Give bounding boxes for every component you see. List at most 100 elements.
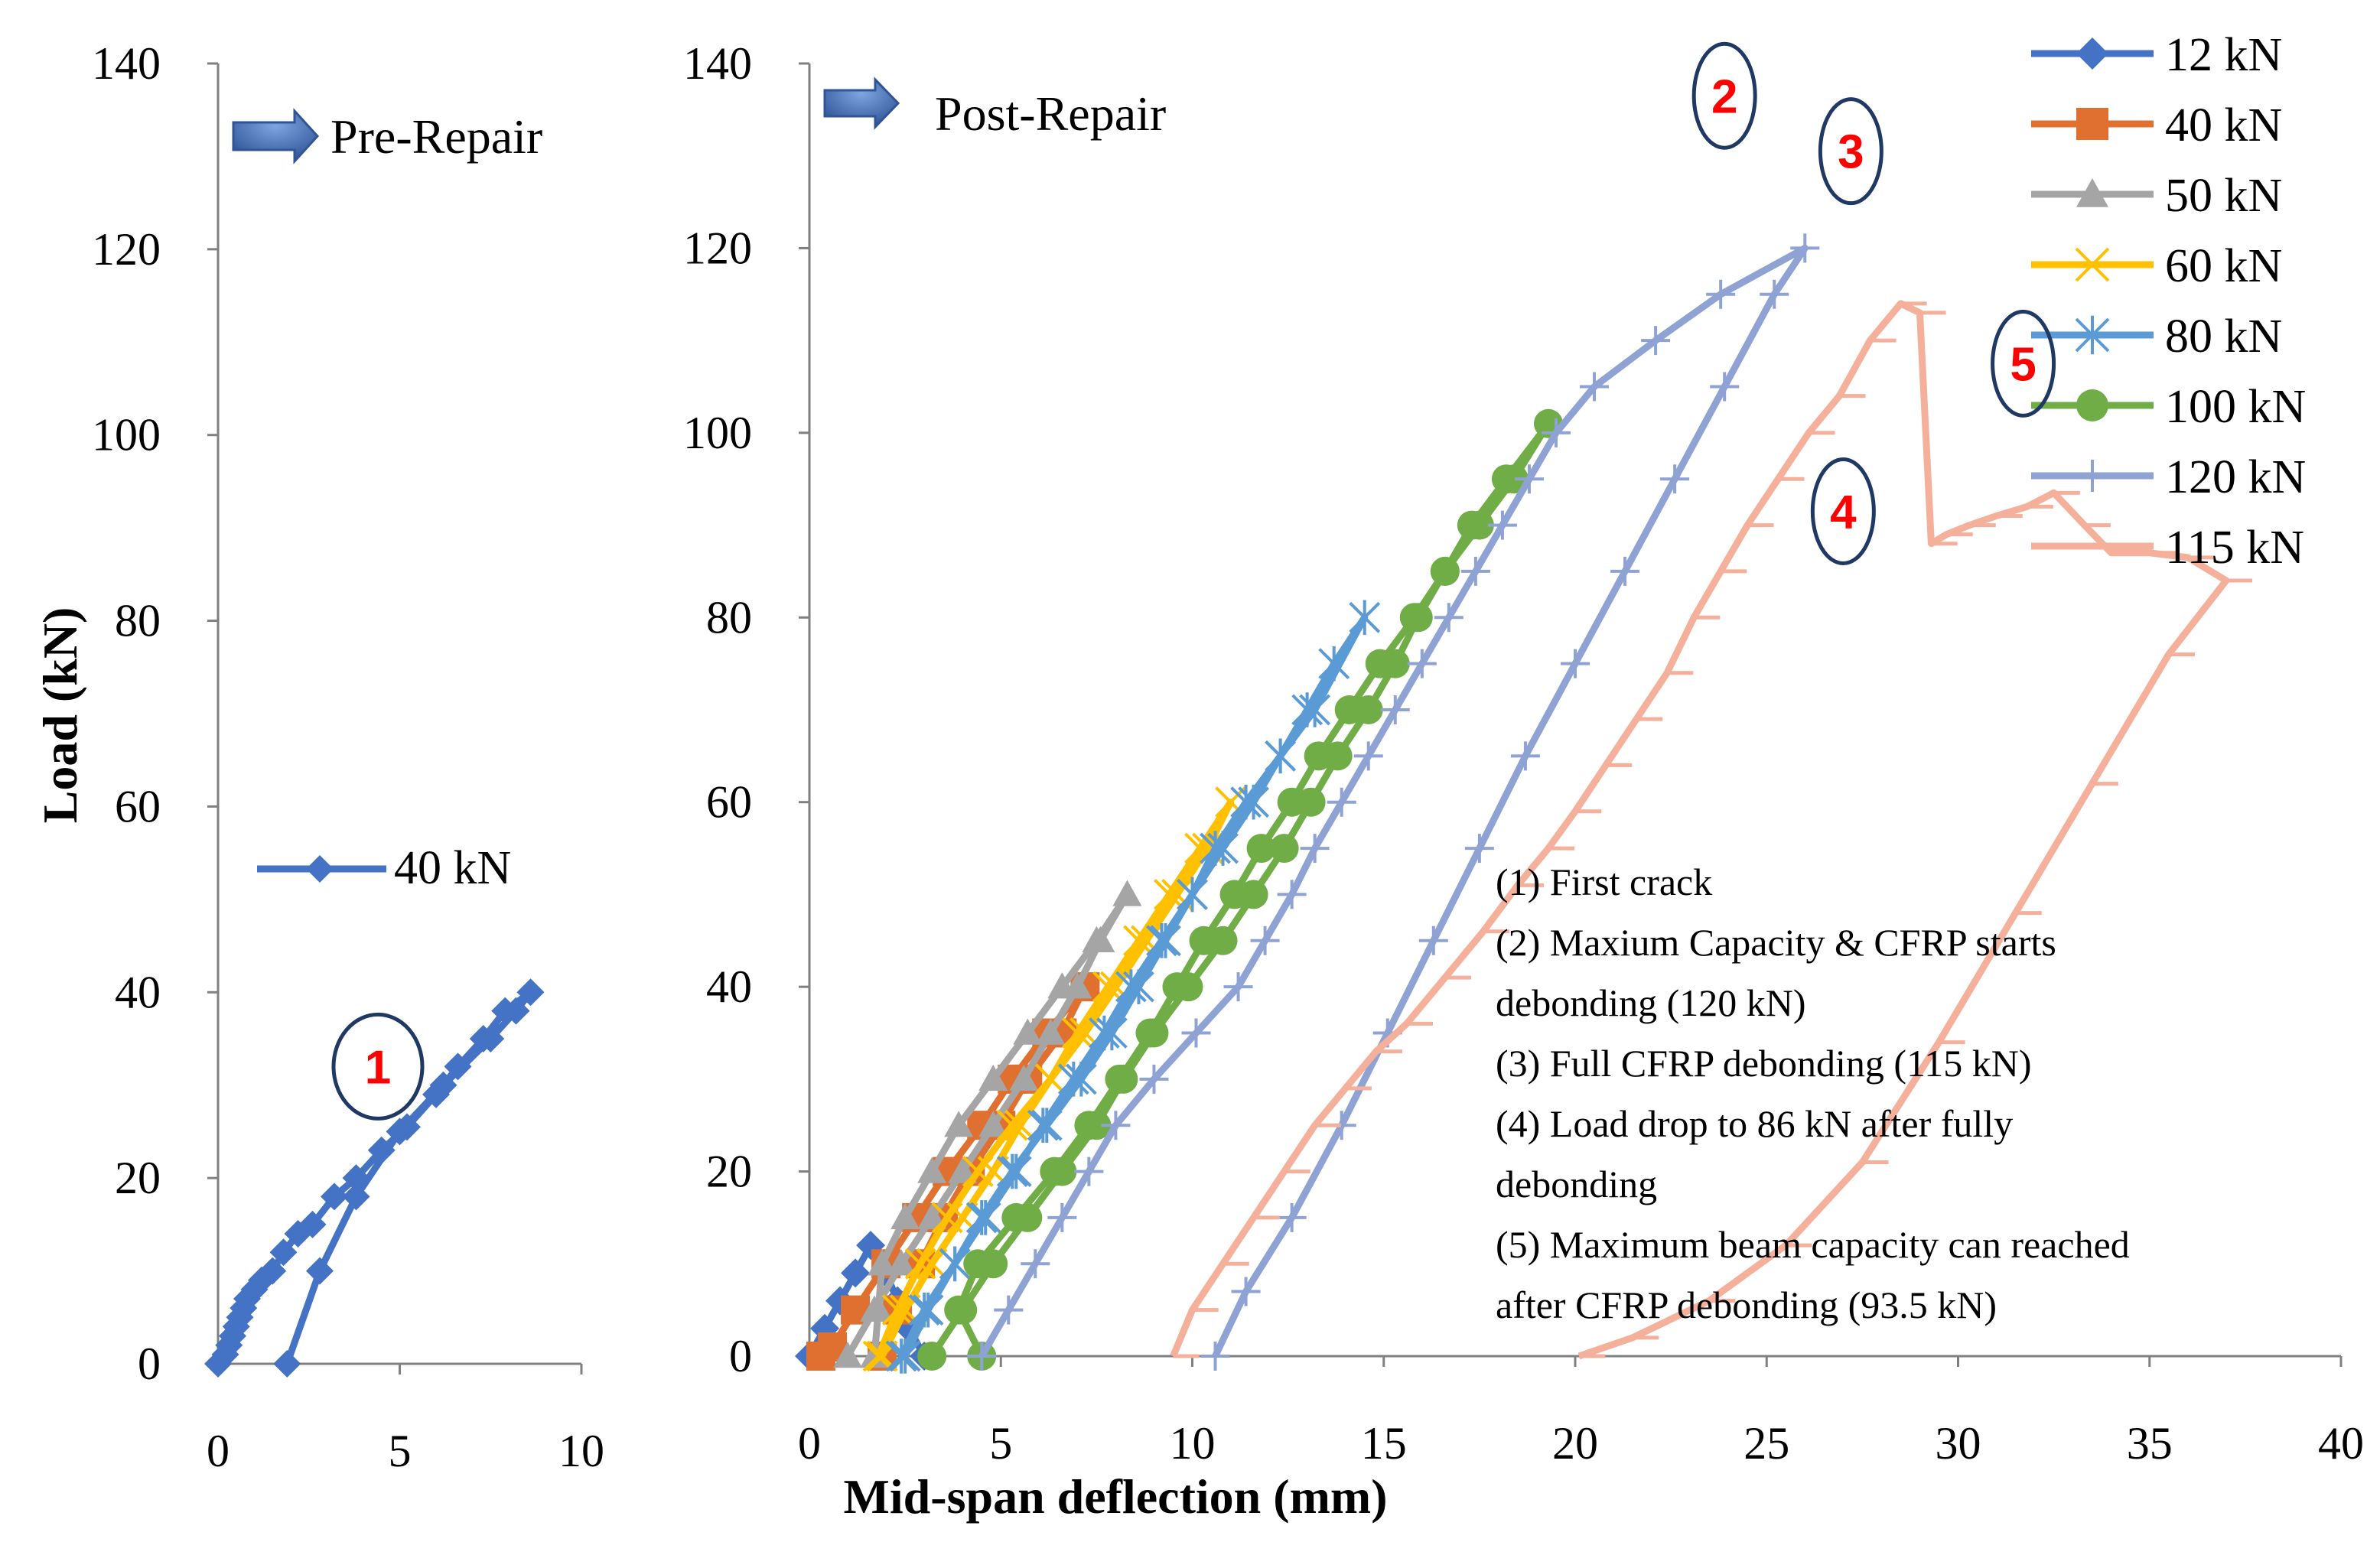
series-line [978,244,1809,1358]
data-point [342,1164,370,1192]
data-point [1047,972,1077,999]
legend-label: 120 kN [2165,451,2306,503]
data-point [1074,1111,1104,1140]
x-tick-label: 25 [1743,1418,1789,1469]
data-point [1065,1062,1097,1097]
data-point [386,1117,414,1146]
data-point [1096,1015,1128,1051]
data-point [1154,879,1185,910]
data-point [1365,649,1395,678]
data-point [963,1249,993,1279]
note-line: after CFRP debonding (93.5 kN) [1496,1283,1997,1326]
data-point [1036,1018,1066,1045]
post-repair-arrow-icon [823,76,900,130]
y-tick-label: 20 [706,1147,752,1197]
callout-number: 4 [1830,486,1857,538]
data-point [273,1350,301,1378]
data-point [996,1109,1028,1141]
data-point [1001,1202,1031,1232]
data-point [1219,880,1249,909]
data-point [1430,556,1460,586]
data-point [1246,834,1276,864]
data-point [1200,831,1231,866]
callout-number: 2 [1711,70,1737,123]
data-point [864,1295,894,1322]
data-point [1004,1109,1036,1141]
data-point [1092,971,1124,1003]
legend-marker [2076,389,2108,421]
data-point [1123,925,1154,957]
data-point [1034,1063,1066,1095]
x-tick-label: 35 [2127,1418,2173,1469]
data-point [516,978,545,1007]
data-point [1304,741,1333,771]
y-tick-label: 80 [115,596,161,646]
data-point [429,1071,457,1099]
data-point [1088,1015,1120,1051]
y-tick-label: 60 [115,781,161,831]
y-tick-label: 140 [683,38,752,89]
data-point [1641,326,1671,356]
data-point [1074,1156,1104,1186]
data-point [1460,556,1490,586]
legend-marker [2075,315,2110,355]
series-line [1170,300,2230,1360]
x-tick-label: 5 [989,1418,1012,1469]
data-point [1000,1153,1032,1189]
data-point [269,1238,298,1267]
legend-label: 50 kN [2165,170,2282,222]
legend-marker [2076,178,2108,207]
x-tick-label: 10 [558,1426,604,1476]
pre-repair-label: Pre-Repair [330,109,542,164]
data-point [904,1248,936,1280]
data-point [298,1210,327,1238]
data-point [1434,603,1463,633]
pre-repair-arrow-icon [232,108,320,164]
data-point [1061,1017,1093,1049]
data-point [917,1342,947,1371]
data-point [887,1249,917,1276]
data-point [1047,1202,1077,1232]
data-point [1105,1064,1135,1094]
data-point [1112,880,1142,906]
data-point [1580,372,1610,402]
data-point [1223,972,1253,1002]
data-point [890,1202,920,1230]
data-point [1541,418,1571,447]
y-tick-label: 100 [92,410,161,460]
data-point [1610,556,1640,586]
x-tick-label: 40 [2318,1418,2364,1469]
data-point [1013,1018,1043,1045]
legend-label: 12 kN [2165,29,2282,81]
note-line: (1) First crack [1496,860,1712,903]
data-point [1660,464,1690,494]
data-point [978,1111,1008,1137]
data-point [1277,880,1307,909]
pre-repair-axes: 0 20 40 60 80 100 120 140 0 5 10 [92,38,604,1476]
data-point [1189,926,1219,955]
note-line: (5) Maximum beam capacity can reached [1496,1223,2130,1266]
data-point [978,1064,1008,1091]
data-point [939,1246,971,1282]
data-point [889,1339,921,1374]
data-point [342,1183,370,1211]
y-tick-label: 80 [706,592,752,642]
data-point [1353,741,1383,771]
data-point [962,1156,994,1187]
legend-label: 40 kN [2165,99,2282,151]
data-point [1238,784,1269,820]
data-point [1139,1064,1169,1094]
data-point [1277,787,1307,817]
data-point [1162,972,1192,1002]
pre-repair-legend: 40 kN [257,842,511,894]
data-point [1510,741,1540,771]
legend-marker [2076,460,2108,492]
data-point [1487,510,1517,540]
pre-legend-marker [306,855,334,883]
data-point [1027,1108,1059,1143]
data-point [1009,1064,1039,1091]
